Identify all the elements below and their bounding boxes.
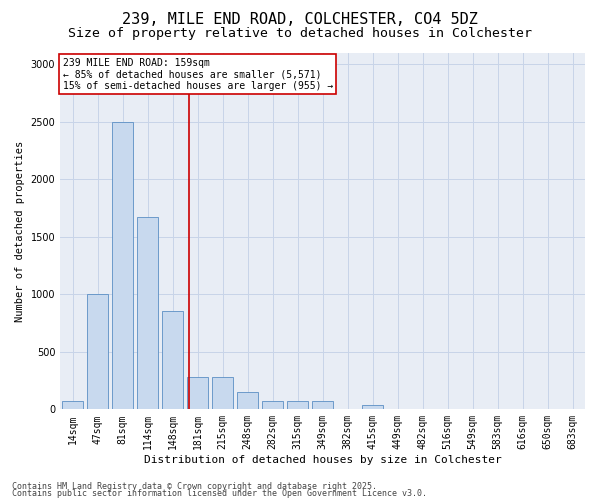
Bar <box>312 400 333 409</box>
Bar <box>212 377 233 410</box>
Y-axis label: Number of detached properties: Number of detached properties <box>15 140 25 322</box>
Bar <box>287 400 308 409</box>
Bar <box>112 122 133 410</box>
Bar <box>162 312 183 410</box>
Text: Contains HM Land Registry data © Crown copyright and database right 2025.: Contains HM Land Registry data © Crown c… <box>12 482 377 491</box>
Bar <box>137 217 158 410</box>
Text: Size of property relative to detached houses in Colchester: Size of property relative to detached ho… <box>68 28 532 40</box>
Bar <box>237 392 258 409</box>
Bar <box>187 377 208 410</box>
Bar <box>262 400 283 409</box>
X-axis label: Distribution of detached houses by size in Colchester: Distribution of detached houses by size … <box>144 455 502 465</box>
Bar <box>62 400 83 409</box>
Bar <box>362 406 383 409</box>
Text: 239 MILE END ROAD: 159sqm
← 85% of detached houses are smaller (5,571)
15% of se: 239 MILE END ROAD: 159sqm ← 85% of detac… <box>63 58 333 91</box>
Text: Contains public sector information licensed under the Open Government Licence v3: Contains public sector information licen… <box>12 490 427 498</box>
Text: 239, MILE END ROAD, COLCHESTER, CO4 5DZ: 239, MILE END ROAD, COLCHESTER, CO4 5DZ <box>122 12 478 28</box>
Bar <box>87 294 108 410</box>
